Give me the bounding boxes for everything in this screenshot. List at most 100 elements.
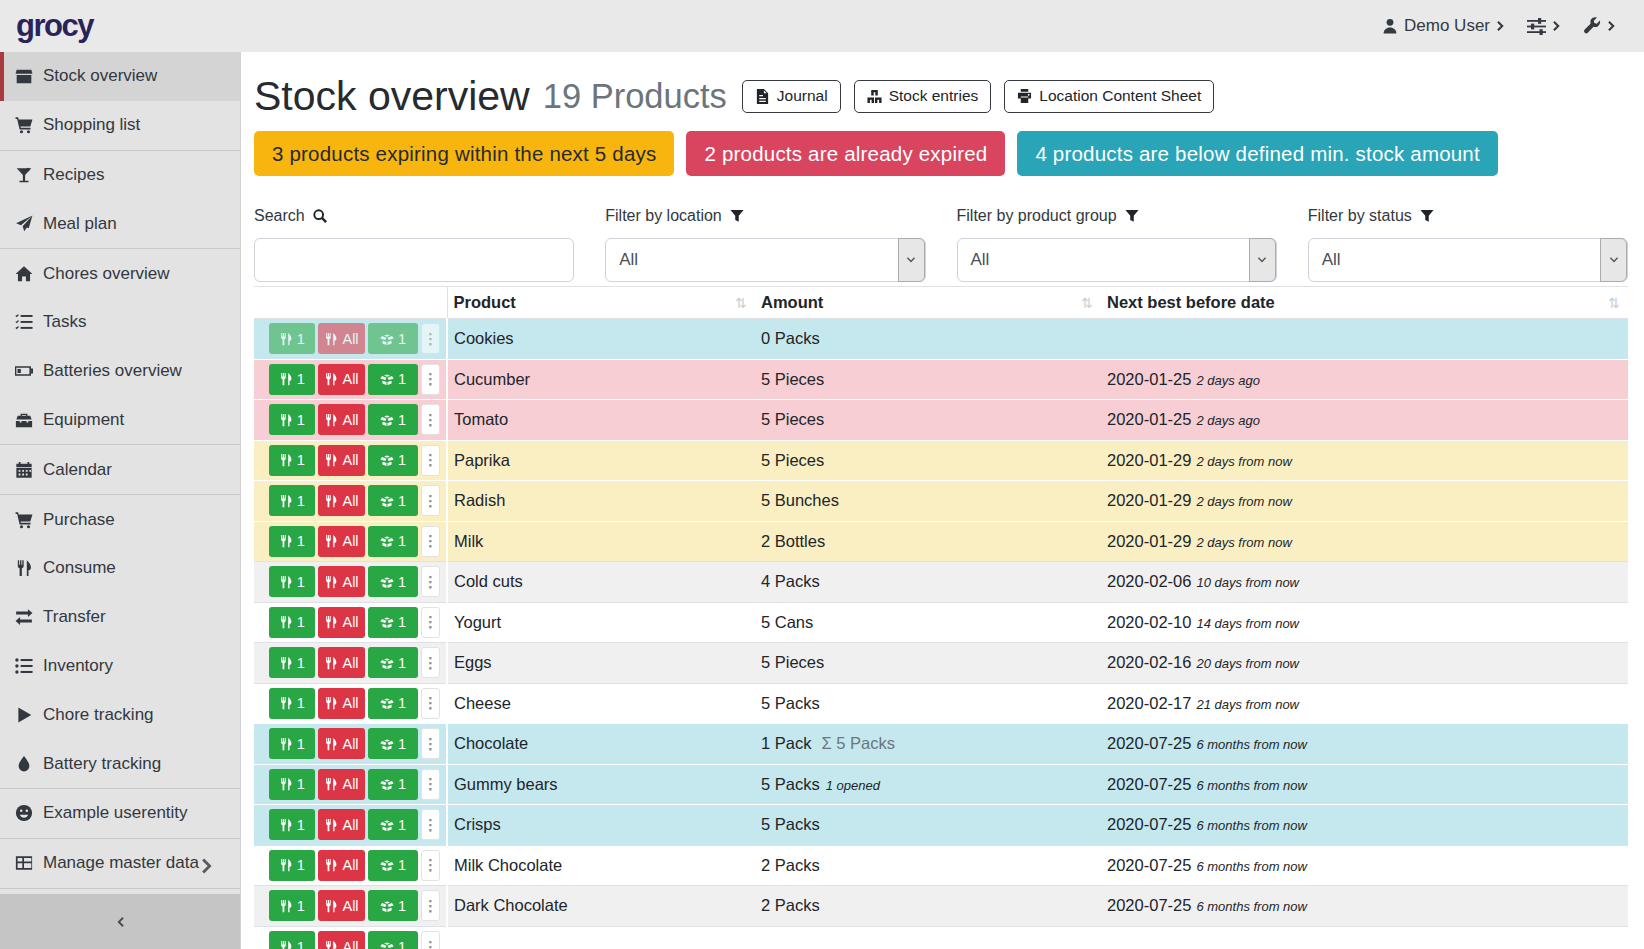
open-one-button[interactable]: 1 <box>368 404 418 435</box>
row-menu-button[interactable]: ⋮ <box>421 850 440 881</box>
consume-one-button[interactable]: 1 <box>269 485 315 516</box>
consume-all-button[interactable]: All <box>318 607 366 638</box>
open-one-button[interactable]: 1 <box>368 769 418 800</box>
open-one-button[interactable]: 1 <box>368 566 418 597</box>
row-menu-button[interactable]: ⋮ <box>421 364 440 395</box>
consume-all-button[interactable]: All <box>318 647 366 678</box>
row-menu-button[interactable]: ⋮ <box>421 485 440 516</box>
sidebar-item-meal-plan[interactable]: Meal plan <box>0 199 240 248</box>
open-one-button[interactable]: 1 <box>368 445 418 476</box>
sidebar-item-equipment[interactable]: Equipment <box>0 396 240 445</box>
sidebar-item-chores-overview[interactable]: Chores overview <box>0 249 240 298</box>
row-menu-button[interactable]: ⋮ <box>421 728 440 759</box>
product-group-select[interactable]: All <box>957 238 1277 282</box>
consume-all-button[interactable]: All <box>318 566 366 597</box>
expiring-banner[interactable]: 3 products expiring within the next 5 da… <box>254 131 674 176</box>
row-menu-button[interactable]: ⋮ <box>421 890 440 921</box>
sidebar-item-chore-tracking[interactable]: Chore tracking <box>0 690 240 739</box>
row-menu-button[interactable]: ⋮ <box>421 323 440 354</box>
consume-all-button[interactable]: All <box>318 323 366 354</box>
open-one-button[interactable]: 1 <box>368 526 418 557</box>
sidebar-collapse-button[interactable] <box>0 894 240 949</box>
sidebar-item-transfer[interactable]: Transfer <box>0 593 240 642</box>
row-menu-button[interactable]: ⋮ <box>421 566 440 597</box>
settings-menu[interactable] <box>1527 18 1561 35</box>
journal-button[interactable]: Journal <box>742 80 841 113</box>
open-one-button[interactable]: 1 <box>368 647 418 678</box>
sidebar-item-shopping-list[interactable]: Shopping list <box>0 101 240 150</box>
sidebar-item-consume[interactable]: Consume <box>0 544 240 593</box>
open-one-button[interactable]: 1 <box>368 485 418 516</box>
open-one-button[interactable]: 1 <box>368 890 418 921</box>
expired-banner[interactable]: 2 products are already expired <box>686 131 1005 176</box>
consume-one-button[interactable]: 1 <box>269 931 315 949</box>
sidebar-item-batteries-overview[interactable]: Batteries overview <box>0 347 240 396</box>
row-menu-button[interactable]: ⋮ <box>421 688 440 719</box>
below-min-stock-banner[interactable]: 4 products are below defined min. stock … <box>1017 131 1498 176</box>
row-menu-button[interactable]: ⋮ <box>421 404 440 435</box>
sidebar-item-purchase[interactable]: Purchase <box>0 495 240 544</box>
user-menu[interactable]: Demo User <box>1382 16 1505 36</box>
consume-one-button[interactable]: 1 <box>269 445 315 476</box>
consume-all-button[interactable]: All <box>318 890 366 921</box>
open-one-button[interactable]: 1 <box>368 850 418 881</box>
open-one-button[interactable]: 1 <box>368 809 418 840</box>
date-column-header[interactable]: Next best before date⇅ <box>1101 287 1628 319</box>
consume-all-button[interactable]: All <box>318 445 366 476</box>
sidebar-item-stock-overview[interactable]: Stock overview <box>0 52 240 101</box>
row-menu-button[interactable]: ⋮ <box>421 526 440 557</box>
consume-one-button[interactable]: 1 <box>269 688 315 719</box>
consume-all-button[interactable]: All <box>318 404 366 435</box>
consume-all-button[interactable]: All <box>318 809 366 840</box>
consume-all-button[interactable]: All <box>318 850 366 881</box>
open-one-button[interactable]: 1 <box>368 607 418 638</box>
location-select[interactable]: All <box>605 238 925 282</box>
consume-one-button[interactable]: 1 <box>269 404 315 435</box>
consume-one-button[interactable]: 1 <box>269 647 315 678</box>
consume-one-button[interactable]: 1 <box>269 809 315 840</box>
stock-entries-button[interactable]: Stock entries <box>854 80 992 113</box>
consume-all-button[interactable]: All <box>318 526 366 557</box>
open-one-button[interactable]: 1 <box>368 931 418 949</box>
consume-one-button[interactable]: 1 <box>269 890 315 921</box>
consume-one-button[interactable]: 1 <box>269 526 315 557</box>
row-menu-button[interactable]: ⋮ <box>421 607 440 638</box>
open-one-button[interactable]: 1 <box>368 728 418 759</box>
open-one-button[interactable]: 1 <box>368 323 418 354</box>
search-input[interactable] <box>254 238 574 282</box>
consume-one-button[interactable]: 1 <box>269 769 315 800</box>
row-menu-button[interactable]: ⋮ <box>421 931 440 949</box>
open-one-button[interactable]: 1 <box>368 364 418 395</box>
row-menu-button[interactable]: ⋮ <box>421 445 440 476</box>
sidebar-item-recipes[interactable]: Recipes <box>0 151 240 200</box>
consume-all-button[interactable]: All <box>318 931 366 949</box>
amount-column-header[interactable]: Amount⇅ <box>755 287 1101 319</box>
consume-all-button[interactable]: All <box>318 769 366 800</box>
consume-all-button[interactable]: All <box>318 728 366 759</box>
sidebar-item-example-userentity[interactable]: Example userentity <box>0 789 240 838</box>
sidebar-item-tasks[interactable]: Tasks <box>0 298 240 347</box>
admin-menu[interactable] <box>1583 17 1616 35</box>
open-one-button[interactable]: 1 <box>368 688 418 719</box>
consume-one-button[interactable]: 1 <box>269 323 315 354</box>
consume-one-button[interactable]: 1 <box>269 607 315 638</box>
sidebar-item-inventory[interactable]: Inventory <box>0 642 240 691</box>
consume-one-button[interactable]: 1 <box>269 850 315 881</box>
product-column-header[interactable]: Product⇅ <box>447 287 755 319</box>
sidebar-item-battery-tracking[interactable]: Battery tracking <box>0 739 240 788</box>
consume-all-button[interactable]: All <box>318 364 366 395</box>
consume-one-button[interactable]: 1 <box>269 728 315 759</box>
box-open-icon <box>380 575 394 589</box>
consume-all-button[interactable]: All <box>318 688 366 719</box>
sidebar-item-manage-master-data[interactable]: Manage master data <box>0 839 240 888</box>
row-menu-button[interactable]: ⋮ <box>421 809 440 840</box>
row-menu-button[interactable]: ⋮ <box>421 769 440 800</box>
grocy-logo[interactable]: grocy <box>16 8 93 44</box>
sidebar-item-calendar[interactable]: Calendar <box>0 445 240 494</box>
status-select[interactable]: All <box>1308 238 1628 282</box>
consume-one-button[interactable]: 1 <box>269 364 315 395</box>
consume-one-button[interactable]: 1 <box>269 566 315 597</box>
consume-all-button[interactable]: All <box>318 485 366 516</box>
location-content-sheet-button[interactable]: Location Content Sheet <box>1004 80 1214 113</box>
row-menu-button[interactable]: ⋮ <box>421 647 440 678</box>
